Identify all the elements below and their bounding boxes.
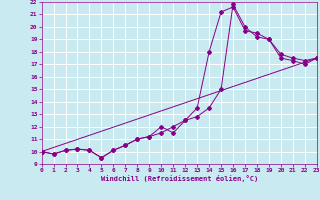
X-axis label: Windchill (Refroidissement éolien,°C): Windchill (Refroidissement éolien,°C)	[100, 175, 258, 182]
